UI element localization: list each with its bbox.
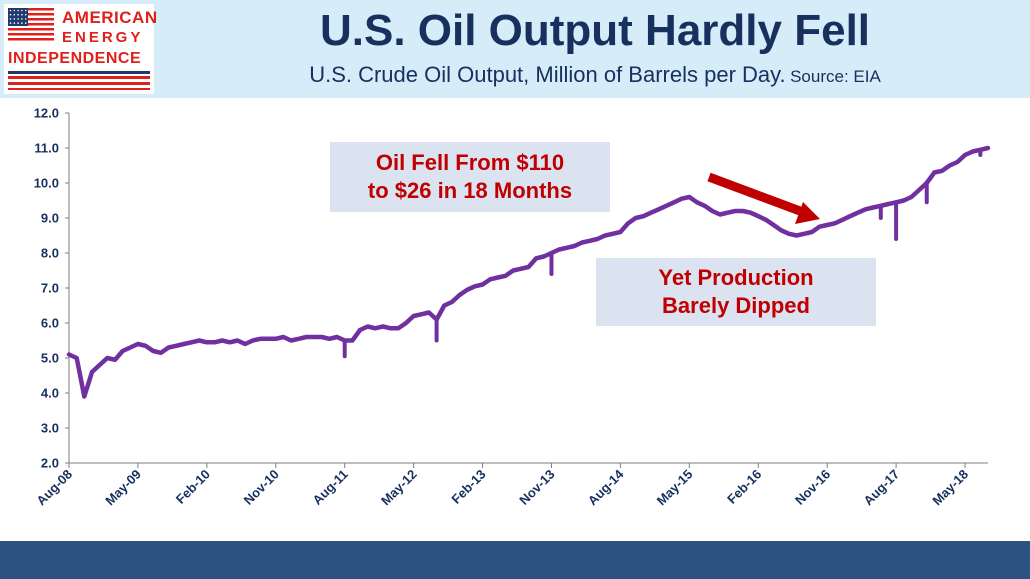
- header-band: [0, 0, 1030, 98]
- logo-text-energy: ENERGY: [62, 29, 144, 46]
- y-tick-label: 3.0: [41, 421, 59, 436]
- x-tick-label: Feb-13: [448, 467, 488, 507]
- callout-oil-line1: Oil Fell From $110: [375, 149, 565, 175]
- y-tick-label: 8.0: [41, 246, 59, 261]
- logo-text-american: AMERICAN: [62, 8, 158, 27]
- x-tick-label: Aug-11: [310, 467, 351, 508]
- logo: AMERICAN ENERGY INDEPENDENCE: [4, 4, 157, 94]
- callout-production-line2: Barely Dipped: [662, 293, 810, 318]
- x-tick-label: Aug-08: [33, 467, 75, 509]
- annotation-arrow-icon: [707, 172, 820, 224]
- logo-underline: [8, 71, 150, 74]
- x-tick-label: May-15: [654, 467, 696, 509]
- y-tick-label: 12.0: [34, 106, 59, 121]
- x-tick-label: Nov-13: [516, 467, 557, 508]
- y-tick-label: 4.0: [41, 386, 59, 401]
- y-tick-label: 2.0: [41, 456, 59, 471]
- page-title: U.S. Oil Output Hardly Fell: [319, 6, 871, 55]
- callout-oil-price: Oil Fell From $110 to $26 in 18 Months: [330, 142, 610, 212]
- x-tick-label: Aug-17: [860, 467, 902, 509]
- source-note: Source: EIA: [790, 67, 881, 86]
- chart-subtitle: U.S. Crude Oil Output, Million of Barrel…: [309, 62, 786, 87]
- x-tick-label: Nov-10: [241, 467, 282, 508]
- x-tick-label: May-09: [102, 467, 144, 509]
- x-tick-label: May-12: [378, 467, 420, 509]
- subtitle-line: U.S. Crude Oil Output, Million of Barrel…: [170, 62, 1020, 88]
- callout-production: Yet Production Barely Dipped: [596, 258, 876, 326]
- x-tick-label: Aug-14: [585, 466, 627, 508]
- us-flag-icon: [8, 8, 54, 42]
- x-tick-label: May-18: [929, 467, 971, 509]
- y-tick-label: 5.0: [41, 351, 59, 366]
- y-tick-label: 9.0: [41, 211, 59, 226]
- logo-stripes: [8, 76, 150, 90]
- callout-oil-line2: to $26 in 18 Months: [367, 178, 573, 203]
- x-tick-label: Feb-10: [173, 467, 213, 507]
- footer-bar: [0, 541, 1030, 579]
- series-line: [66, 145, 991, 399]
- logo-text-independence: INDEPENDENCE: [8, 50, 142, 67]
- x-tick-label: Nov-16: [792, 467, 833, 508]
- x-tick-label: Feb-16: [724, 467, 764, 507]
- y-tick-label: 10.0: [34, 176, 59, 191]
- line-chart: 2.0 3.0 4.0 5.0 6.0 7.0 8.0 9.0 10.0 11.0 12.0 Aug…: [33, 106, 991, 509]
- y-tick-label: 11.0: [34, 141, 59, 156]
- y-tick-label: 7.0: [41, 281, 59, 296]
- callout-production-line1: Yet Production: [658, 264, 814, 290]
- y-tick-label: 6.0: [41, 316, 59, 331]
